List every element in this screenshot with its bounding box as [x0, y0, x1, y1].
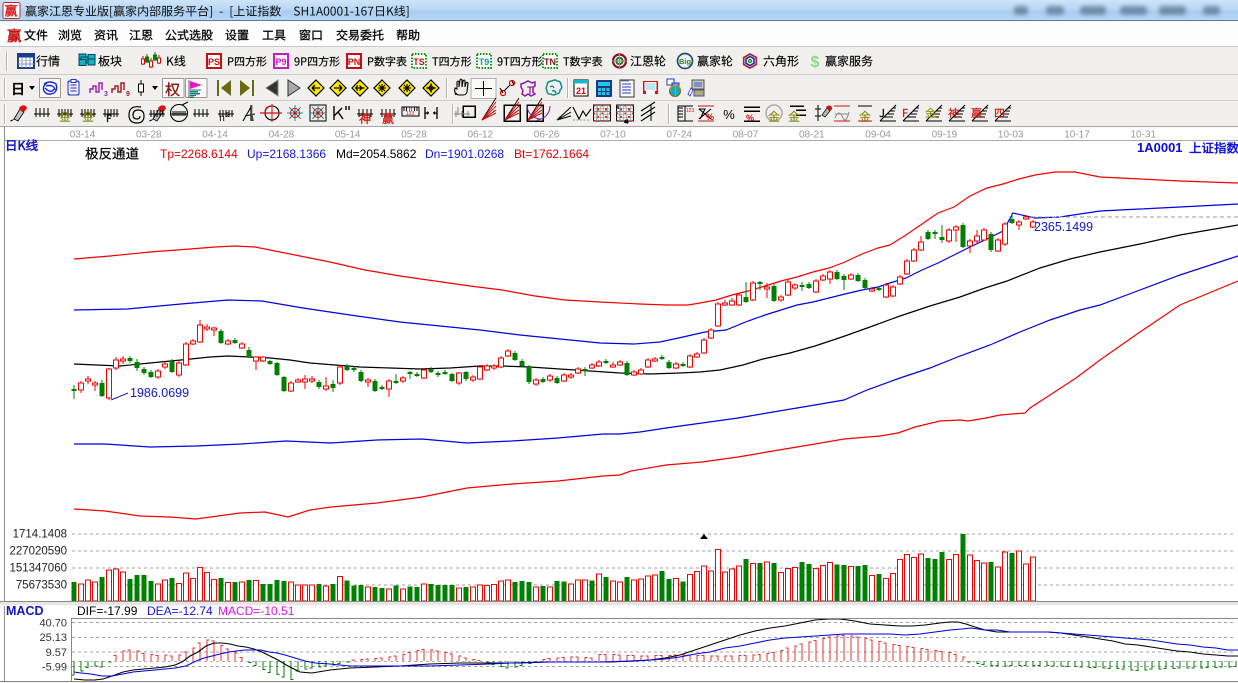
- svg-text:06-12: 06-12: [468, 130, 494, 141]
- svg-text:05-28: 05-28: [401, 130, 427, 141]
- svg-text:n: n: [219, 113, 225, 124]
- svg-text:%: %: [723, 107, 735, 122]
- svg-text:04-28: 04-28: [269, 130, 295, 141]
- svg-text:Dn=1901.0268: Dn=1901.0268: [425, 147, 504, 161]
- svg-text:Big: Big: [679, 57, 692, 66]
- svg-text:1714.1408: 1714.1408: [13, 528, 67, 540]
- svg-text:123: 123: [406, 111, 415, 117]
- svg-text:05-14: 05-14: [335, 130, 361, 141]
- svg-text:3: 3: [104, 91, 108, 98]
- svg-text:21: 21: [576, 86, 586, 96]
- svg-text:%: %: [706, 112, 714, 122]
- svg-text:10-03: 10-03: [998, 130, 1024, 141]
- svg-text:10-31: 10-31: [1131, 130, 1157, 141]
- svg-text:75673530: 75673530: [16, 580, 67, 592]
- svg-text:PS: PS: [208, 57, 220, 67]
- svg-text:9: 9: [126, 91, 130, 98]
- svg-text:08-21: 08-21: [799, 130, 825, 141]
- svg-text:03-28: 03-28: [136, 130, 162, 141]
- svg-text:Md=2054.5862: Md=2054.5862: [336, 147, 417, 161]
- svg-text:03-14: 03-14: [70, 130, 96, 141]
- svg-text:09-19: 09-19: [932, 130, 958, 141]
- svg-text:Up=2168.1366: Up=2168.1366: [247, 147, 326, 161]
- svg-text:-5.99: -5.99: [42, 662, 67, 674]
- svg-text:10-17: 10-17: [1064, 130, 1090, 141]
- svg-text:06-26: 06-26: [534, 130, 560, 141]
- svg-text:9.57: 9.57: [46, 647, 67, 659]
- svg-text:25.13: 25.13: [39, 632, 67, 644]
- svg-text:1A0001: 1A0001: [1137, 140, 1183, 155]
- svg-text:227020590: 227020590: [9, 546, 67, 558]
- svg-text:MACD: MACD: [6, 604, 44, 618]
- svg-text:PN: PN: [348, 57, 361, 67]
- svg-text:07-10: 07-10: [600, 130, 626, 141]
- svg-text:123: 123: [686, 108, 695, 114]
- svg-text:04-14: 04-14: [202, 130, 228, 141]
- svg-text:2365.1499: 2365.1499: [1034, 220, 1093, 234]
- svg-text:%: %: [746, 113, 754, 123]
- svg-text:07-24: 07-24: [666, 130, 692, 141]
- svg-text:09-04: 09-04: [865, 130, 891, 141]
- svg-text:1986.0699: 1986.0699: [130, 386, 189, 400]
- svg-text:TN: TN: [544, 57, 556, 67]
- svg-text:40.70: 40.70: [39, 617, 67, 629]
- svg-text:MACD=-10.51: MACD=-10.51: [218, 604, 295, 618]
- svg-text:$: $: [811, 54, 820, 71]
- svg-text:DEA=-12.74: DEA=-12.74: [147, 604, 213, 618]
- svg-text:TS: TS: [413, 57, 425, 67]
- svg-text:P9: P9: [275, 57, 286, 67]
- svg-text:151347060: 151347060: [9, 563, 67, 575]
- svg-text:Tp=2268.6144: Tp=2268.6144: [160, 147, 238, 161]
- svg-text:Bt=1762.1664: Bt=1762.1664: [514, 147, 589, 161]
- svg-text:08-07: 08-07: [733, 130, 759, 141]
- svg-text:T9: T9: [479, 57, 490, 67]
- svg-text:2: 2: [226, 112, 230, 119]
- svg-text:DIF=-17.99: DIF=-17.99: [77, 604, 138, 618]
